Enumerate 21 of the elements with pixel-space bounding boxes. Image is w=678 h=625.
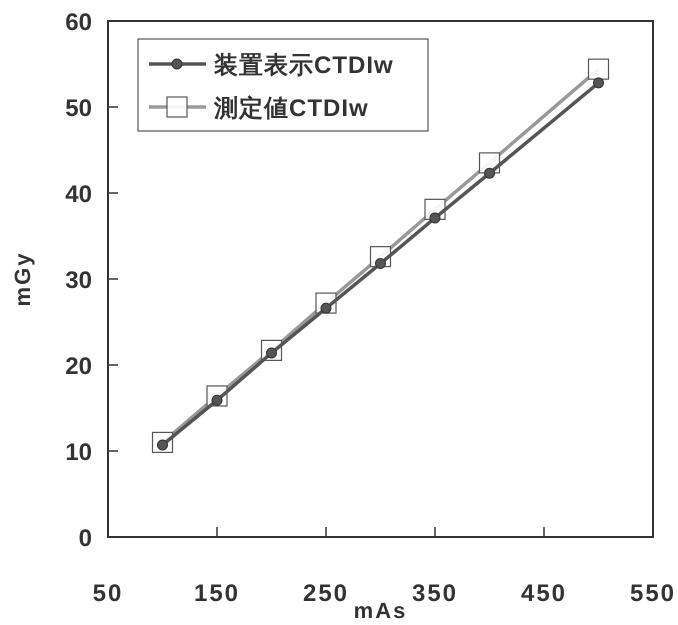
legend-label: 測定値CTDIw [213, 95, 369, 122]
x-tick-label: 50 [92, 580, 124, 607]
y-tick-label: 60 [65, 9, 92, 36]
point [430, 212, 440, 224]
y-tick-label: 20 [65, 353, 92, 380]
y-tick-label: 10 [65, 439, 92, 466]
y-tick-label: 40 [65, 181, 92, 208]
legend-label: 装置表示CTDIw [213, 52, 394, 79]
point [375, 258, 386, 270]
x-axis-title: mAs [354, 598, 408, 623]
y-axis-title: mGy [10, 252, 35, 306]
y-tick-label: 50 [65, 95, 92, 122]
point [484, 168, 495, 179]
x-tick-label: 150 [194, 580, 240, 607]
x-tick-label: 450 [520, 580, 568, 607]
x-tick-label: 250 [302, 580, 350, 607]
x-tick-label: 550 [630, 580, 676, 607]
x-tick-label: 350 [412, 580, 458, 607]
y-tick-label: 0 [78, 525, 92, 552]
y-tick-label: 30 [65, 267, 92, 294]
point [593, 77, 604, 88]
